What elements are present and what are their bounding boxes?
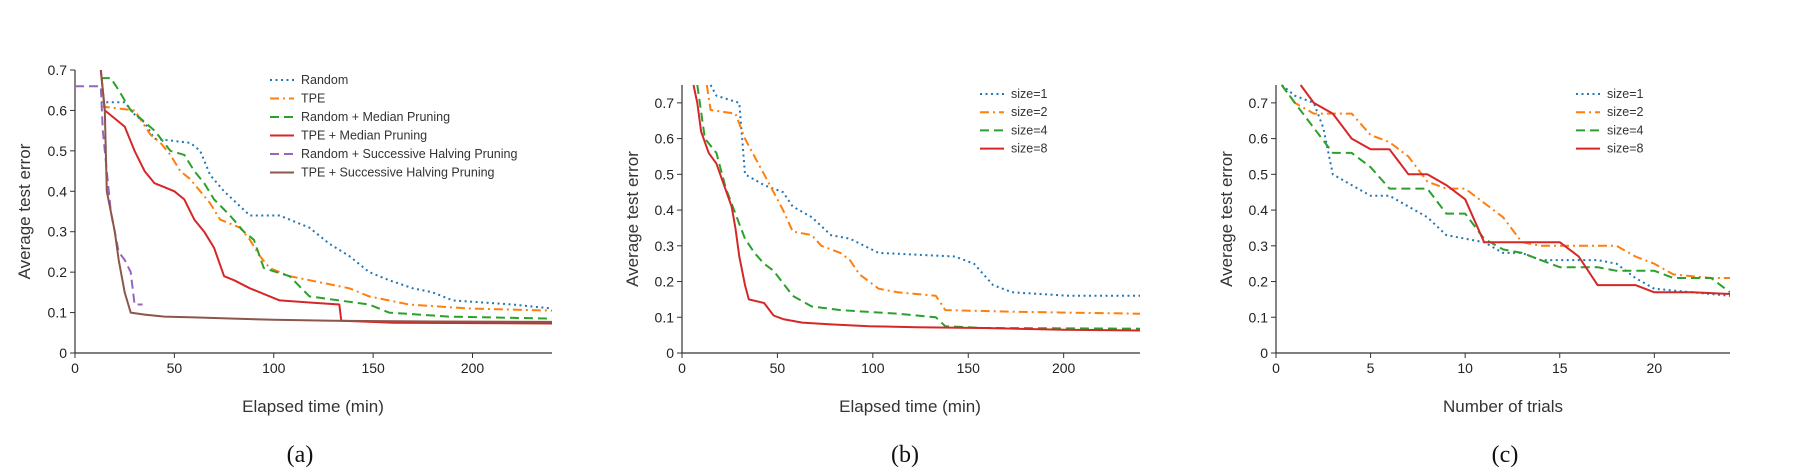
legend-label: Random + Successive Halving Pruning xyxy=(301,147,517,161)
series-line-size-4 xyxy=(1280,84,1730,294)
series-line-size-8 xyxy=(1299,84,1730,295)
y-tick-label: 0 xyxy=(666,345,674,361)
legend: Random TPE Random + Median Pruning TPE + Me… xyxy=(270,73,517,180)
series-line-size-1 xyxy=(709,84,1140,297)
y-tick-label: 0.4 xyxy=(655,202,675,218)
legend-label: TPE xyxy=(301,92,325,106)
y-tick-label: 0.5 xyxy=(48,143,68,159)
panel-caption: (c) xyxy=(1492,442,1519,468)
x-tick-label: 20 xyxy=(1647,360,1663,376)
y-tick-label: 0.6 xyxy=(48,102,68,118)
x-tick-label: 50 xyxy=(770,360,786,376)
x-tick-label: 200 xyxy=(461,360,485,376)
series-line-tpe xyxy=(100,105,552,312)
legend-label: size=4 xyxy=(1607,123,1644,137)
x-tick-label: 5 xyxy=(1367,360,1375,376)
y-tick-label: 0.3 xyxy=(655,238,675,254)
y-tick-label: 0.5 xyxy=(655,166,675,182)
series-line-size-1 xyxy=(1281,84,1730,297)
x-tick-label: 150 xyxy=(361,360,385,376)
legend-label: Random xyxy=(301,73,348,87)
y-tick-label: 0.6 xyxy=(655,131,675,147)
y-tick-label: 0 xyxy=(1260,345,1268,361)
y-tick-label: 0.4 xyxy=(48,183,68,199)
legend-label: size=2 xyxy=(1011,105,1048,119)
x-axis-label: Elapsed time (min) xyxy=(242,397,384,416)
y-axis-label: Average test error xyxy=(623,151,642,287)
chart-panel-b: 0 0.1 0.2 0.3 0.4 0.5 0.6 0.7 0 50 100 150 200 Elapse… xyxy=(623,84,1140,468)
y-tick-label: 0.3 xyxy=(48,224,68,240)
legend: size=1 size=2 size=4 size=8 xyxy=(1576,87,1644,156)
series-line-size-2 xyxy=(705,84,1140,315)
y-tick-label: 0.6 xyxy=(1249,131,1269,147)
y-tick-label: 0.1 xyxy=(48,305,68,321)
x-tick-label: 200 xyxy=(1052,360,1076,376)
y-tick-label: 0.3 xyxy=(1249,238,1269,254)
y-tick-label: 0.5 xyxy=(1249,166,1269,182)
y-tick-label: 0.7 xyxy=(48,62,68,78)
legend-label: size=8 xyxy=(1607,142,1644,156)
series-line-size-8 xyxy=(692,84,1140,332)
legend-label: size=2 xyxy=(1607,105,1644,119)
x-tick-label: 10 xyxy=(1457,360,1473,376)
series-line-random-median-pruning xyxy=(100,77,552,320)
x-tick-label: 0 xyxy=(678,360,686,376)
series-line-tpe-successive-halving-pruning xyxy=(99,69,552,323)
y-tick-label: 0.2 xyxy=(1249,274,1269,290)
y-tick-label: 0.1 xyxy=(1249,309,1269,325)
chart-panel-c: 0 0.1 0.2 0.3 0.4 0.5 0.6 0.7 0 5 10 15 20 Number of … xyxy=(1217,84,1730,468)
y-tick-label: 0 xyxy=(59,345,67,361)
series-line-tpe-median-pruning xyxy=(99,69,552,325)
x-tick-label: 100 xyxy=(262,360,286,376)
y-tick-label: 0.1 xyxy=(655,309,675,325)
legend: size=1 size=2 size=4 size=8 xyxy=(980,87,1048,156)
series-line-random xyxy=(100,101,552,310)
x-tick-label: 0 xyxy=(71,360,79,376)
x-tick-label: 100 xyxy=(861,360,885,376)
x-tick-label: 50 xyxy=(167,360,183,376)
series-line-size-2 xyxy=(1280,84,1730,279)
chart-panel-a: 0 0.1 0.2 0.3 0.4 0.5 0.6 0.7 0 50 100 150 200 Elapse… xyxy=(15,62,552,468)
legend-label: Random + Median Pruning xyxy=(301,110,450,124)
y-tick-label: 0.7 xyxy=(655,95,675,111)
legend-label: size=8 xyxy=(1011,142,1048,156)
x-tick-label: 150 xyxy=(957,360,981,376)
y-tick-label: 0.4 xyxy=(1249,202,1269,218)
legend-label: size=1 xyxy=(1011,87,1048,101)
legend-label: size=4 xyxy=(1011,123,1048,137)
y-tick-label: 0.2 xyxy=(48,264,68,280)
panel-caption: (b) xyxy=(891,442,919,468)
legend-label: TPE + Successive Halving Pruning xyxy=(301,166,495,180)
legend-label: TPE + Median Pruning xyxy=(301,129,427,143)
panel-caption: (a) xyxy=(287,442,314,468)
x-tick-label: 15 xyxy=(1552,360,1568,376)
y-tick-label: 0.2 xyxy=(655,274,675,290)
series-line-size-4 xyxy=(696,84,1140,330)
x-axis-label: Elapsed time (min) xyxy=(839,397,981,416)
x-axis-label: Number of trials xyxy=(1443,397,1563,416)
x-tick-label: 0 xyxy=(1272,360,1280,376)
legend-label: size=1 xyxy=(1607,87,1644,101)
y-axis-label: Average test error xyxy=(15,143,34,279)
y-axis-label: Average test error xyxy=(1217,151,1236,287)
series-line-random-successive-halving-pruning xyxy=(75,85,143,306)
y-tick-label: 0.7 xyxy=(1249,95,1269,111)
